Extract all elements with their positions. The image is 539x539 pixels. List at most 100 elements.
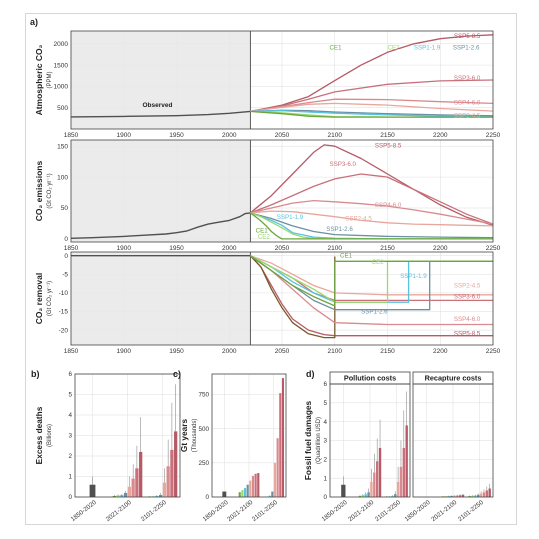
y-tick-label: 50: [61, 205, 69, 212]
x-tick-label: 1950: [169, 245, 184, 252]
series-label: SSP5-8.5: [375, 142, 402, 149]
series-line-CE1: [249, 212, 493, 240]
x-tick-label: 2021-2100: [430, 499, 458, 523]
series-label: CE1: [329, 45, 342, 52]
y-axis-unit: (Quadrillion USD): [316, 417, 322, 464]
y-tick-label: 2000: [54, 41, 69, 48]
bar-SSP5-8.5: [405, 425, 408, 497]
bar-SSP1-2.6: [271, 491, 274, 497]
series-line-SSP2-4.5: [250, 210, 494, 227]
chart-b: 1850-2020 2021-2100 2101-2250 0 1 2 3 4 5 6 Excess…: [31, 369, 181, 523]
y-tick-label: 2: [323, 457, 327, 464]
y-axis-title: Excess deaths: [34, 406, 44, 464]
y-tick-label: 6: [323, 381, 327, 388]
bar-SSP4-6.0: [131, 478, 135, 497]
series-label: CE1: [340, 253, 353, 260]
bar-SSP2-4.5: [453, 495, 456, 497]
panel-label-b: b): [31, 369, 40, 379]
bar-SSP5-8.5: [174, 431, 178, 497]
series-label: SSP2-4.5: [345, 215, 372, 222]
y-tick-label: 250: [198, 460, 209, 467]
y-tick-label: 5: [323, 400, 327, 407]
y-tick-label: -5: [62, 272, 68, 279]
bar-SSP3-6.0: [135, 468, 139, 497]
series-line-SSP3-6.0: [250, 79, 494, 113]
y-tick-label: 3: [68, 433, 72, 440]
bar-SSP1-1.9: [364, 494, 367, 497]
bar-SSP2-4.5: [273, 462, 277, 497]
series-label: SSP3-6.0: [329, 161, 356, 168]
bar-SSP1-1.9: [474, 495, 477, 497]
y-tick-label: 0: [68, 494, 72, 501]
chart-a3: CE1 CE2 SSP1-1.9 SSP2-4.5 SSP3-6.0 SSP1-2.6 SS…: [34, 251, 501, 355]
y-tick-label: 1500: [54, 62, 69, 69]
x-tick-label: 2021-2100: [105, 499, 133, 523]
series-line-removal_brown: [249, 255, 336, 339]
bar-SSP1-1.9: [268, 495, 271, 497]
bar-SSP2-4.5: [162, 482, 167, 497]
bar-SSP5-8.5: [281, 378, 285, 497]
observed-label: Observed: [143, 102, 173, 109]
y-tick-label: 500: [198, 426, 209, 433]
bar-SSP1-2.6: [158, 494, 163, 497]
x-tick-label: 2050: [275, 245, 290, 252]
x-tick-label: 1950: [169, 132, 184, 139]
series-label: SSP1-2.6: [326, 226, 353, 233]
x-tick-label: 1850-2020: [70, 499, 98, 523]
x-tick-label: 2150: [380, 245, 395, 252]
series-label: CE1: [256, 228, 269, 235]
bar-SSP4-6.0: [166, 466, 170, 497]
series-line-observed: [70, 212, 251, 239]
x-tick-label: 2101-2250: [374, 499, 402, 523]
series-line-SSP1-2.6: [250, 212, 494, 239]
panel-label-a: a): [30, 17, 38, 27]
bar-SSP3-6.0: [279, 393, 282, 497]
bar-SSP1-1.9: [243, 488, 247, 497]
x-tick-label: 2250: [486, 348, 501, 355]
bar-observed: [341, 484, 346, 497]
y-tick-label: 750: [198, 392, 209, 399]
y-axis-unit: (Billions): [47, 424, 53, 447]
bar-SSP2-4.5: [249, 480, 252, 497]
plot-border: [74, 373, 181, 498]
y-tick-label: 0: [64, 236, 68, 243]
y-tick-label: 2: [68, 453, 72, 460]
x-tick-label: 2200: [433, 348, 448, 355]
series-label: SSP1-2.6: [361, 308, 388, 315]
x-tick-label: 1900: [117, 132, 132, 139]
bar-SSP1-2.6: [246, 484, 249, 497]
x-tick-label: 2000: [222, 245, 237, 252]
bar-CE2: [241, 490, 244, 497]
y-axis-title: CO₂ removal: [34, 273, 44, 325]
series-line-observed: [70, 110, 251, 118]
bar-CE2: [361, 495, 365, 497]
x-tick-label: 1900: [117, 245, 132, 252]
x-tick-label: 2150: [380, 348, 395, 355]
x-tick-label: 2101-2250: [140, 499, 168, 523]
bar-CE1: [112, 495, 116, 497]
bar-observed: [89, 484, 96, 497]
x-tick-label: 2100: [328, 245, 343, 252]
series-line-SSP2-4.5: [250, 102, 494, 113]
x-tick-label: 2250: [486, 132, 501, 139]
bar-SSP4-6.0: [482, 492, 486, 497]
y-tick-label: 500: [57, 105, 68, 112]
bar-CE2: [116, 495, 120, 497]
x-tick-label: 2200: [433, 245, 448, 252]
x-tick-label: 1850-2020: [321, 499, 349, 523]
series-line-SSP5-8.5: [250, 34, 494, 113]
bar-SSP2-4.5: [396, 481, 400, 497]
y-tick-label: 6: [68, 371, 72, 378]
series-label: SSP4-6.0: [454, 316, 481, 323]
x-tick-label: 1850: [64, 132, 79, 139]
plot-border: [70, 30, 494, 130]
series-label: CE2: [258, 233, 271, 240]
y-tick-label: -10: [59, 290, 69, 297]
bar-SSP1-2.6: [394, 494, 397, 497]
observed-period-shade: [71, 252, 251, 345]
bar-SSP1-2.6: [450, 495, 453, 497]
bar-CE2: [471, 495, 474, 497]
y-axis-unit: (Gt CO₂ yr⁻¹): [47, 281, 53, 316]
x-tick-label: 2150: [380, 132, 395, 139]
